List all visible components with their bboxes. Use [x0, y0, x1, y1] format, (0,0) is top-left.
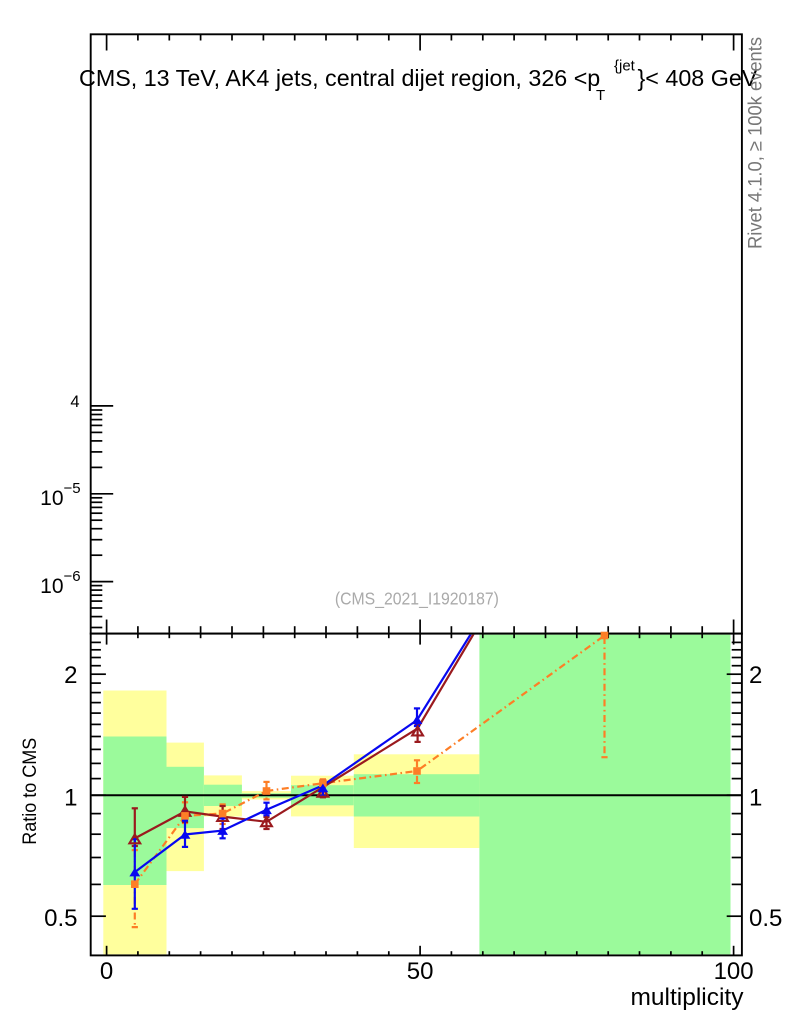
svg-text:}< 408 GeV: }< 408 GeV: [638, 65, 758, 91]
svg-text:Rivet 4.1.0, ≥ 100k events: Rivet 4.1.0, ≥ 100k events: [745, 37, 767, 249]
svg-text:Ratio to CMS: Ratio to CMS: [20, 738, 41, 845]
svg-text:1: 1: [749, 785, 762, 812]
svg-text:50: 50: [407, 958, 434, 985]
svg-text:{jet: {jet: [614, 58, 636, 75]
svg-text:2: 2: [749, 662, 762, 689]
svg-text:1: 1: [64, 785, 77, 812]
svg-text:T: T: [596, 87, 605, 104]
svg-text:CMS, 13 TeV, AK4 jets, central: CMS, 13 TeV, AK4 jets, central dijet reg…: [79, 65, 600, 91]
svg-text:(CMS_2021_I1920187): (CMS_2021_I1920187): [335, 589, 499, 610]
svg-text:0: 0: [100, 958, 113, 985]
svg-text:100: 100: [714, 958, 754, 985]
svg-text:2: 2: [64, 662, 77, 689]
svg-text:−6: −6: [64, 568, 81, 585]
svg-text:multiplicity: multiplicity: [631, 984, 745, 1011]
svg-text:10: 10: [40, 487, 63, 510]
svg-text:10: 10: [40, 575, 63, 598]
svg-text:0.5: 0.5: [749, 905, 782, 932]
svg-text:−5: −5: [64, 480, 81, 497]
svg-text:0.5: 0.5: [44, 905, 77, 932]
svg-text:4: 4: [70, 393, 79, 411]
